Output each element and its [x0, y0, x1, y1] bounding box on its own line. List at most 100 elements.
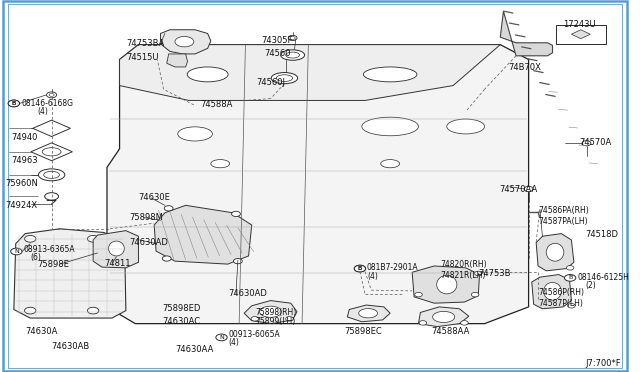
Circle shape [568, 304, 575, 308]
Polygon shape [244, 301, 297, 324]
Text: (6): (6) [30, 253, 41, 262]
Text: 74305F: 74305F [261, 36, 292, 45]
Text: 75898(RH): 75898(RH) [255, 308, 296, 317]
Circle shape [290, 36, 295, 39]
Polygon shape [572, 30, 590, 39]
Polygon shape [33, 120, 70, 137]
Circle shape [251, 317, 259, 321]
Ellipse shape [364, 67, 417, 82]
Polygon shape [120, 45, 500, 100]
Circle shape [355, 265, 365, 272]
Circle shape [164, 206, 173, 211]
Text: 74630A: 74630A [25, 327, 58, 336]
Circle shape [163, 256, 171, 261]
Text: 74753B: 74753B [478, 269, 511, 278]
Circle shape [8, 100, 19, 107]
Ellipse shape [544, 282, 561, 300]
Text: 00913-6065A: 00913-6065A [228, 330, 280, 339]
Ellipse shape [45, 193, 58, 200]
Text: 74821R(LH): 74821R(LH) [440, 271, 486, 280]
Text: 74811: 74811 [104, 259, 131, 268]
Ellipse shape [109, 241, 124, 256]
Ellipse shape [436, 275, 457, 294]
Polygon shape [31, 143, 72, 161]
Text: 74630AB: 74630AB [52, 342, 90, 351]
Ellipse shape [271, 73, 298, 84]
Ellipse shape [447, 119, 484, 134]
Circle shape [234, 259, 243, 264]
Circle shape [24, 307, 36, 314]
Polygon shape [93, 231, 138, 268]
Text: 74588AA: 74588AA [431, 327, 470, 336]
Text: 74630AC: 74630AC [163, 317, 200, 326]
Circle shape [11, 248, 22, 255]
Text: 74630E: 74630E [138, 193, 170, 202]
Text: B: B [358, 266, 362, 271]
Text: B: B [568, 275, 572, 280]
Text: 75898M: 75898M [129, 213, 163, 222]
Text: 75898ED: 75898ED [163, 304, 201, 313]
Ellipse shape [175, 36, 194, 47]
Text: 74560J: 74560J [257, 78, 285, 87]
Text: J7:700*F: J7:700*F [585, 359, 621, 368]
Text: 74924X: 74924X [5, 201, 37, 210]
Ellipse shape [381, 160, 399, 168]
Text: N: N [14, 249, 19, 254]
Text: (2): (2) [585, 281, 596, 290]
Text: 74B70X: 74B70X [508, 63, 541, 72]
Ellipse shape [546, 243, 564, 261]
Text: 75898EC: 75898EC [344, 327, 382, 336]
Text: 75898E: 75898E [38, 260, 70, 269]
Text: 081B7-2901A: 081B7-2901A [367, 263, 419, 272]
Ellipse shape [44, 171, 60, 179]
Text: (4): (4) [38, 107, 49, 116]
Text: 74630AD: 74630AD [228, 289, 267, 298]
Polygon shape [532, 275, 572, 309]
Ellipse shape [260, 306, 282, 317]
Text: 74587P(LH): 74587P(LH) [538, 299, 583, 308]
Text: 74588A: 74588A [200, 100, 232, 109]
Text: 74570A: 74570A [579, 138, 611, 147]
Ellipse shape [362, 117, 419, 136]
Circle shape [49, 93, 54, 96]
Circle shape [216, 334, 227, 341]
Polygon shape [412, 266, 479, 303]
Text: 74963: 74963 [12, 156, 38, 165]
Circle shape [461, 321, 468, 325]
Circle shape [564, 275, 576, 281]
Circle shape [474, 271, 482, 276]
Circle shape [471, 292, 479, 297]
Ellipse shape [358, 309, 378, 318]
Text: 17243U: 17243U [563, 20, 596, 29]
Ellipse shape [188, 67, 228, 82]
Circle shape [24, 235, 36, 242]
Polygon shape [500, 11, 552, 56]
Circle shape [8, 100, 19, 107]
Text: 74586PA(RH): 74586PA(RH) [538, 206, 589, 215]
Polygon shape [536, 234, 574, 271]
Polygon shape [419, 307, 469, 327]
Polygon shape [14, 229, 126, 318]
Circle shape [524, 186, 533, 192]
Text: 74518D: 74518D [585, 230, 618, 239]
Circle shape [88, 235, 99, 242]
Ellipse shape [38, 169, 65, 181]
Circle shape [232, 211, 241, 217]
Circle shape [355, 265, 365, 272]
Ellipse shape [42, 148, 61, 156]
Text: 08913-6365A: 08913-6365A [24, 245, 76, 254]
Text: (4): (4) [228, 339, 239, 347]
Text: N: N [219, 335, 224, 340]
Ellipse shape [178, 127, 212, 141]
Text: 74753BA: 74753BA [126, 39, 164, 48]
Text: 74515U: 74515U [126, 53, 158, 62]
Ellipse shape [281, 50, 305, 60]
Text: 08146-6125H: 08146-6125H [577, 273, 629, 282]
Polygon shape [107, 45, 529, 324]
Circle shape [88, 307, 99, 314]
Circle shape [285, 317, 293, 321]
Text: 74630AD: 74630AD [129, 238, 168, 247]
Circle shape [47, 92, 56, 98]
Circle shape [566, 266, 574, 270]
Ellipse shape [285, 52, 300, 58]
